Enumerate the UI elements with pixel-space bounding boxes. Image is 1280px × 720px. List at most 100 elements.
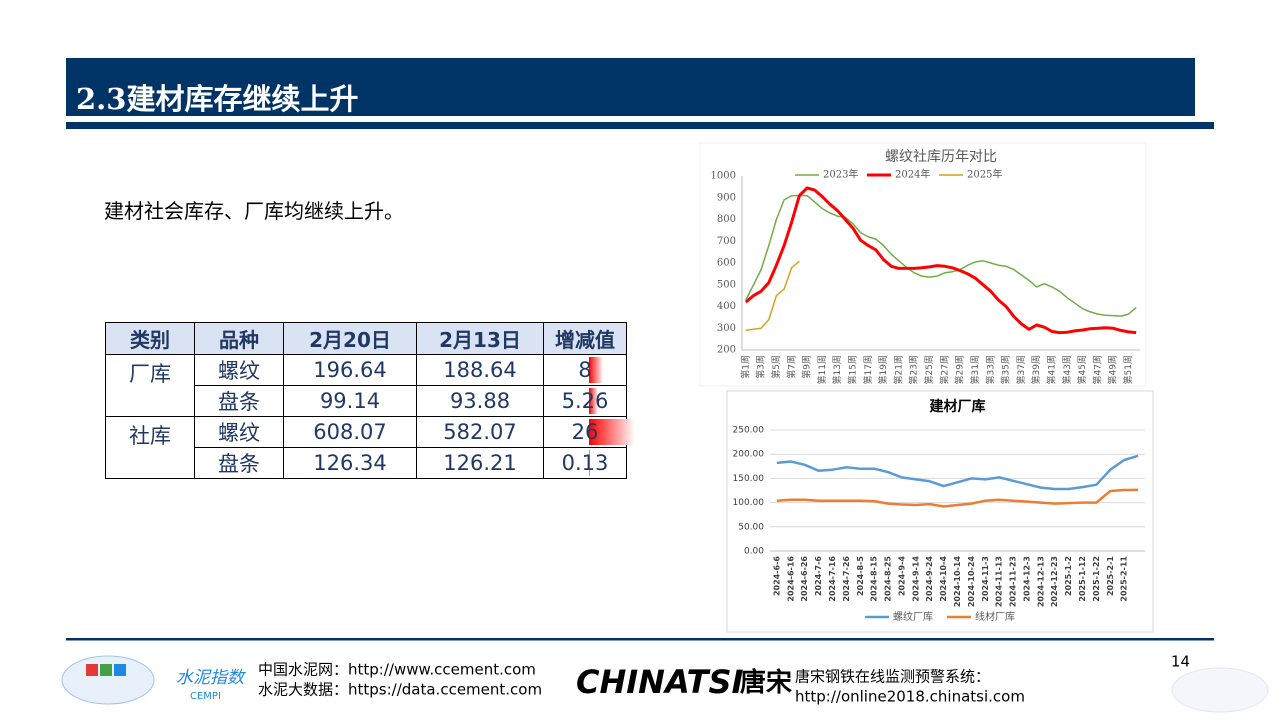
x-tick-label: 第43周 [1061,355,1073,384]
cell: 螺纹 [194,416,284,448]
x-tick-label: 2024-7-16 [828,556,837,602]
logo-block [86,664,98,676]
x-tick-label: 第5周 [770,355,782,379]
cell: 盘条 [194,385,284,417]
y-tick-label: 800 [717,214,736,225]
footer-rule [66,638,1214,641]
x-tick-label: 第41周 [1045,355,1057,384]
footer-site: 水泥大数据：https://data.ccement.com [258,681,542,699]
x-tick-label: 2025-1-22 [1092,556,1101,602]
page-number: 14 [1171,653,1190,671]
th: 2月13日 [416,322,544,355]
series-line [745,260,800,332]
x-tick-label: 第15周 [846,355,858,384]
x-tick-label: 2024-10-4 [939,556,948,602]
y-tick-label: 600 [717,258,736,269]
cell-text: 8 [578,358,592,382]
x-tick-label: 第45周 [1076,355,1088,384]
x-tick-label: 第19周 [877,355,889,384]
cell: 126.21 [416,447,544,479]
x-tick-label: 2024-7-26 [842,556,851,602]
x-tick-label: 2025-1-2 [1064,556,1073,596]
chart-frame [726,390,1154,633]
cell: 螺纹 [194,354,284,386]
footer-site: 中国水泥网：http://www.ccement.com [258,661,536,679]
x-tick-label: 2024-9-24 [925,556,934,602]
y-tick-label: 700 [717,236,736,247]
x-tick-label: 2024-8-5 [856,556,865,596]
x-tick-label: 2024-6-16 [786,556,795,602]
cell: 608.07 [283,416,417,448]
x-tick-label: 第25周 [923,355,935,384]
logo-block [100,664,112,676]
legend-label: 2024年 [895,168,930,181]
y-tick-label: 150.00 [733,474,765,484]
th: 品种 [194,322,284,355]
brand: CHINATSI [576,663,744,701]
x-tick-label: 第1周 [739,355,751,379]
chart-title: 螺纹社库历年对比 [885,149,997,165]
inventory-table: 类别 品种 2月20日 2月13日 增减值 厂库 螺纹 196.64 188.64 8 … [105,322,635,479]
y-tick-label: 200.00 [733,450,765,460]
cell: 93.88 [416,385,544,417]
x-tick-label: 2024-9-4 [897,556,906,596]
cell-text: 0.13 [561,451,609,475]
cell: 8 [543,354,627,386]
x-tick-label: 第3周 [755,355,767,379]
legend-label: 线材厂库 [975,610,1015,623]
x-tick-label: 第27周 [938,355,950,384]
y-tick-label: 250.00 [733,426,765,436]
x-tick-label: 第39周 [1030,355,1042,384]
x-tick-label: 第17周 [862,355,874,384]
data-bar [589,357,604,383]
x-tick-label: 2024-6-6 [772,556,781,596]
cell: 盘条 [194,447,284,479]
footer-system: 唐宋钢铁在线监测预警系统： [795,668,990,686]
series-line [744,186,1137,335]
x-tick-label: 2024-11-3 [981,556,990,602]
logo-block [114,664,126,676]
cell: 0.13 [543,447,627,479]
x-tick-label: 2024-12-13 [1036,556,1045,607]
x-tick-label: 第37周 [1015,355,1027,384]
title-rule [66,122,1214,129]
x-tick-label: 第7周 [785,355,797,379]
cell: 26 [543,416,635,448]
x-tick-label: 第47周 [1091,355,1103,384]
cell: 厂库 [105,354,195,417]
cell: 5.26 [543,385,627,417]
x-tick-label: 2024-7-6 [814,556,823,596]
chart-title: 建材厂库 [930,398,986,415]
y-tick-label: 100.00 [733,498,765,508]
cell: 社库 [105,416,195,479]
slide-title: 2.3建材库存继续上升 [76,82,359,116]
cell: 196.64 [283,354,417,386]
th: 类别 [105,322,195,355]
x-tick-label: 2024-11-23 [1009,556,1018,607]
x-tick-label: 2024-12-23 [1050,556,1059,607]
x-tick-label: 第33周 [984,355,996,384]
cell: 99.14 [283,385,417,417]
body-text: 建材社会库存、厂库均继续上升。 [104,199,404,223]
legend-label: 2023年 [823,168,858,181]
x-tick-label: 第21周 [892,355,904,384]
x-tick-label: 第13周 [831,355,843,384]
y-tick-label: 50.00 [738,522,764,532]
legend-label: 2025年 [967,168,1002,181]
x-tick-label: 第51周 [1122,355,1134,384]
series-line [776,454,1139,491]
y-tick-label: 500 [717,279,736,290]
y-tick-label: 900 [717,192,736,203]
x-tick-label: 第49周 [1107,355,1119,384]
cell: 582.07 [416,416,544,448]
x-tick-label: 第9周 [801,355,813,379]
series-line [776,488,1139,508]
x-tick-label: 2024-8-15 [870,556,879,602]
x-tick-label: 2025-1-12 [1078,556,1087,602]
x-tick-label: 2024-10-24 [967,556,976,608]
logo-ccement [61,655,155,705]
logo-cempi: CEMPI [190,691,221,702]
x-tick-label: 2025-2-1 [1106,556,1115,596]
